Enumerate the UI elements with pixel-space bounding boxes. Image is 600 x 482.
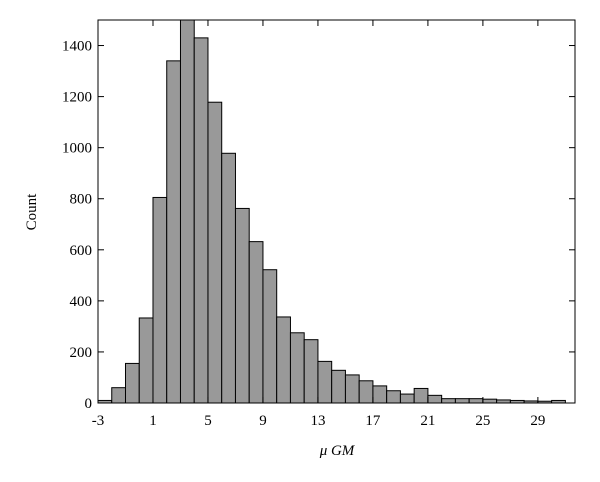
- bar: [468, 398, 484, 403]
- x-tick-label: 17: [365, 413, 381, 429]
- x-tick-label: 29: [530, 413, 545, 429]
- bar: [413, 387, 429, 403]
- bar: [193, 37, 209, 403]
- bar: [482, 398, 498, 403]
- x-tick-label: 5: [204, 413, 212, 429]
- x-tick-label: 25: [475, 413, 490, 429]
- x-tick-label: 9: [259, 413, 267, 429]
- bar: [427, 394, 443, 403]
- bar: [289, 332, 305, 403]
- y-tick-label: 200: [70, 345, 93, 361]
- bar: [358, 380, 374, 403]
- bar: [303, 339, 319, 403]
- x-tick-label: 21: [420, 413, 435, 429]
- bar: [344, 374, 360, 403]
- y-tick-label: 1400: [62, 39, 92, 55]
- bar: [372, 385, 388, 403]
- bar: [399, 393, 415, 403]
- y-tick-label: 600: [70, 243, 93, 259]
- bar: [207, 101, 223, 403]
- bar: [221, 152, 236, 403]
- y-tick-label: 800: [70, 192, 93, 208]
- bar: [124, 362, 140, 403]
- x-tick-label: 1: [149, 413, 157, 429]
- bar: [111, 387, 126, 403]
- bar: [166, 60, 181, 403]
- bar: [317, 360, 333, 403]
- x-tick-label: 13: [310, 413, 325, 429]
- bar: [152, 196, 168, 403]
- x-axis-label: μ GM: [319, 443, 356, 459]
- plot-frame: [97, 19, 576, 404]
- bar: [276, 316, 291, 403]
- y-axis-label: Count: [24, 193, 40, 231]
- x-tick-label: -3: [92, 413, 105, 429]
- y-tick-label: 1200: [62, 90, 92, 106]
- bar: [386, 390, 401, 403]
- y-tick-label: 0: [85, 396, 93, 412]
- y-tick-label: 1000: [62, 141, 92, 157]
- bar: [441, 398, 456, 403]
- bar: [331, 369, 346, 403]
- bar: [454, 398, 470, 403]
- bar: [234, 207, 250, 403]
- bar: [248, 241, 264, 403]
- bar: [138, 317, 154, 403]
- bar: [179, 20, 195, 403]
- y-tick-label: 400: [70, 294, 93, 310]
- bar: [262, 269, 278, 403]
